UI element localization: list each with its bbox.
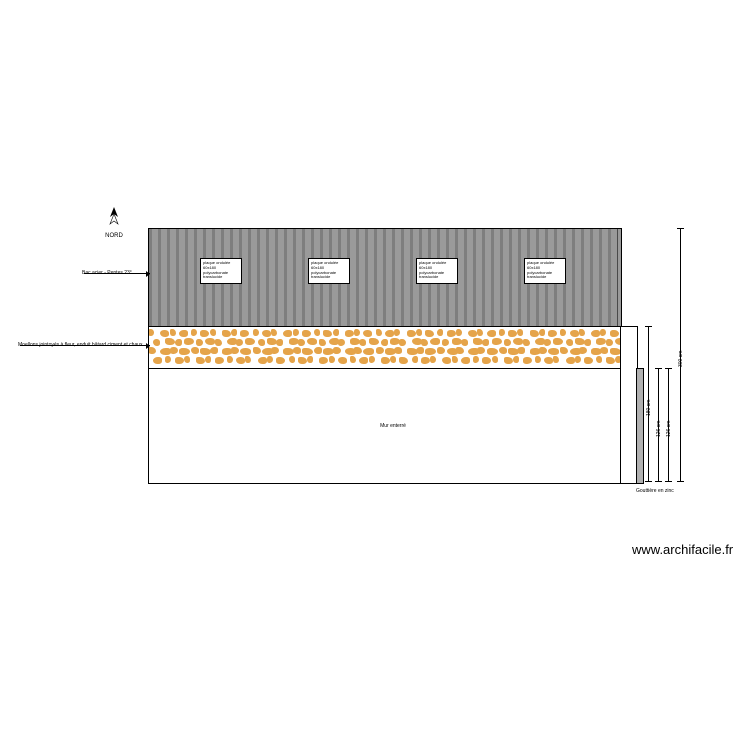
- stone-band: [148, 326, 622, 370]
- north-label: NORD: [105, 233, 123, 239]
- wall-label: Mur enterré: [380, 423, 406, 429]
- dimension: 126 cm: [668, 368, 678, 482]
- north-arrow: NORD: [105, 207, 123, 239]
- stone-texture: [149, 327, 621, 369]
- dimension-value: 180 cm: [646, 400, 652, 416]
- window: plaque ondulée 60x180 polycarbonate tran…: [416, 258, 458, 284]
- window: plaque ondulée 60x180 polycarbonate tran…: [524, 258, 566, 284]
- dimension-value: 300 cm: [678, 351, 684, 367]
- callout-leader: [20, 345, 150, 346]
- dimension: 300 cm: [680, 228, 690, 482]
- callout-leader: [84, 273, 150, 274]
- gutter: [636, 368, 644, 484]
- dimension-value: 126 cm: [666, 421, 672, 437]
- gutter-callout: Gouttière en zinc: [636, 488, 674, 494]
- window: plaque ondulée 60x180 polycarbonate tran…: [200, 258, 242, 284]
- drawing-canvas: Mur enterré plaque ondulée 60x180 polyca…: [0, 0, 750, 750]
- dimension-value: 126 cm: [656, 421, 662, 437]
- dimension: 180 cm: [648, 326, 658, 482]
- window: plaque ondulée 60x180 polycarbonate tran…: [308, 258, 350, 284]
- buried-wall: Mur enterré: [148, 368, 638, 484]
- watermark: www.archifacile.fr: [632, 542, 733, 557]
- compass-icon: [105, 207, 123, 233]
